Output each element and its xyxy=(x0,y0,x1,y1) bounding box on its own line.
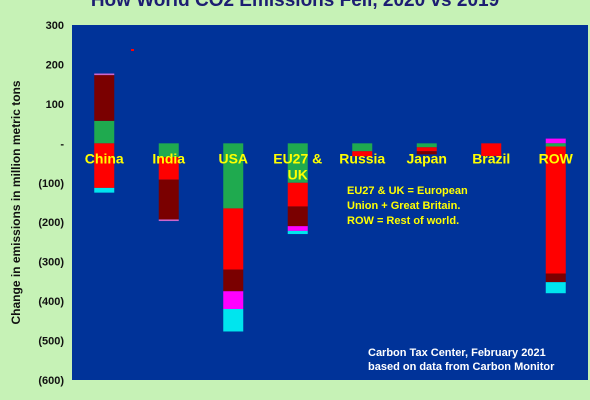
category-label: ROW xyxy=(539,150,574,166)
bar-segment xyxy=(287,143,308,183)
bar-segment xyxy=(94,73,115,76)
credit-line: Carbon Tax Center, February 2021 xyxy=(368,347,546,359)
bar-segment xyxy=(545,282,566,294)
y-axis-ticks: 300 200 100 - (100) (200) (300) (400) (500) (600) xyxy=(38,20,64,387)
legend-note-line: EU27 & UK = European xyxy=(347,185,468,197)
bar-segment xyxy=(223,269,244,292)
y-tick-label: (500) xyxy=(38,336,64,348)
y-tick-label: - xyxy=(60,138,64,150)
category-label: Japan xyxy=(407,150,447,166)
bar-segment xyxy=(352,151,373,157)
legend-note-line: ROW = Rest of world. xyxy=(347,215,459,227)
bar-segment xyxy=(94,143,115,188)
plot-background xyxy=(72,25,588,380)
bar-segment xyxy=(287,206,308,227)
stray-mark xyxy=(131,49,134,51)
bar-segment xyxy=(158,143,179,158)
category-label: China xyxy=(85,150,124,166)
category-label: Russia xyxy=(339,150,385,166)
bar-segment xyxy=(416,151,437,155)
y-tick-label: (200) xyxy=(38,217,64,229)
category-label: India xyxy=(152,150,185,166)
credit-note: Carbon Tax Center, February 2021 based on… xyxy=(368,347,555,373)
bar-segment xyxy=(223,208,244,270)
bar-segment xyxy=(158,157,179,180)
category-label: USA xyxy=(218,150,248,166)
y-tick-label: 200 xyxy=(46,59,64,71)
legend-note: EU27 & UK = European Union + Great Britai… xyxy=(347,185,468,227)
bar-segment xyxy=(94,75,115,121)
bar-segment xyxy=(416,147,437,152)
bar-segment xyxy=(545,146,566,274)
y-axis-label: Change in emissions in million metric to… xyxy=(9,80,23,324)
bar-segment xyxy=(481,143,502,156)
bar-segment xyxy=(158,179,179,220)
bar-segment xyxy=(223,309,244,332)
bar-segment xyxy=(287,230,308,235)
y-tick-label: (600) xyxy=(38,375,64,387)
bar-segment xyxy=(545,138,566,144)
bar-segment xyxy=(94,120,115,144)
legend-note-line: Union + Great Britain. xyxy=(347,200,460,212)
bar-segment xyxy=(545,143,566,147)
bars-group xyxy=(94,73,566,332)
bar-segment xyxy=(416,143,437,148)
y-tick-label: (400) xyxy=(38,296,64,308)
y-tick-label: 100 xyxy=(46,99,64,111)
bar-segment xyxy=(223,291,244,309)
bar-segment xyxy=(352,143,373,152)
chart-title: How World CO2 Emissions Fell, 2020 vs 20… xyxy=(90,0,500,11)
category-label: EU27 & UK xyxy=(273,150,322,182)
bar-segment xyxy=(545,273,566,283)
bar-segment xyxy=(287,226,308,231)
bar-segment xyxy=(158,219,179,222)
bar-segment xyxy=(287,182,308,207)
category-labels: China India USA EU27 & UK Russia Japan Brazil RO… xyxy=(85,150,574,182)
y-tick-label: 300 xyxy=(46,20,64,32)
category-label: Brazil xyxy=(472,150,510,166)
bar-segment xyxy=(94,187,115,193)
y-tick-label: (300) xyxy=(38,257,64,269)
credit-line: based on data from Carbon Monitor xyxy=(368,361,555,373)
bar-segment xyxy=(223,143,244,209)
y-tick-label: (100) xyxy=(38,178,64,190)
